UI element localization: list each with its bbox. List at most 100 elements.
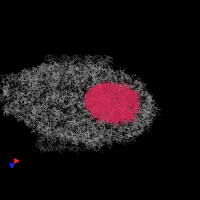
Point	[98, 102, 102, 106]
Point	[92, 105, 95, 108]
Point	[106, 97, 109, 100]
Point	[101, 94, 104, 97]
Point	[101, 106, 104, 109]
Point	[96, 102, 99, 106]
Point	[106, 106, 109, 109]
Point	[102, 107, 106, 111]
Point	[92, 104, 95, 107]
Point	[99, 101, 102, 105]
Point	[94, 104, 97, 107]
Point	[99, 100, 103, 104]
Point	[94, 105, 98, 109]
Point	[101, 95, 104, 98]
Point	[98, 99, 101, 103]
Point	[105, 104, 108, 108]
Point	[95, 109, 98, 112]
Point	[108, 101, 111, 104]
Point	[94, 103, 97, 106]
Point	[91, 105, 94, 108]
Point	[98, 109, 102, 112]
Point	[101, 105, 104, 109]
Point	[99, 108, 102, 111]
Point	[103, 102, 107, 105]
Point	[91, 101, 94, 104]
Point	[104, 99, 107, 102]
Point	[107, 101, 111, 104]
Point	[91, 102, 94, 105]
Point	[104, 99, 107, 102]
Point	[102, 102, 105, 106]
Point	[108, 100, 112, 103]
Point	[95, 87, 98, 91]
Point	[97, 103, 100, 106]
Point	[104, 109, 107, 113]
Point	[101, 105, 104, 108]
Point	[99, 105, 103, 108]
Point	[107, 103, 110, 106]
Point	[91, 103, 94, 106]
Point	[90, 108, 93, 111]
Point	[106, 111, 109, 114]
Point	[90, 105, 93, 108]
Point	[104, 102, 107, 105]
Point	[99, 97, 102, 100]
Point	[102, 105, 105, 108]
Point	[101, 103, 104, 106]
Point	[105, 102, 109, 105]
Point	[99, 93, 102, 96]
Point	[106, 111, 109, 114]
Point	[104, 105, 107, 108]
Point	[93, 103, 96, 106]
Point	[96, 101, 99, 105]
Point	[93, 100, 96, 103]
Point	[92, 105, 95, 108]
Point	[104, 103, 107, 106]
Point	[103, 99, 107, 102]
Point	[103, 105, 106, 108]
Point	[106, 100, 109, 103]
Point	[104, 100, 108, 103]
Point	[100, 103, 103, 107]
Point	[92, 108, 95, 111]
Point	[101, 98, 104, 101]
Point	[101, 98, 104, 102]
Point	[95, 99, 98, 102]
Point	[92, 108, 96, 111]
Point	[107, 99, 110, 102]
Point	[108, 99, 111, 102]
Point	[92, 100, 95, 103]
Point	[95, 103, 98, 106]
Point	[96, 106, 99, 109]
Point	[95, 101, 98, 104]
Point	[98, 101, 101, 105]
Point	[99, 102, 102, 105]
Point	[106, 103, 109, 106]
Point	[91, 102, 94, 106]
Point	[95, 100, 99, 103]
Point	[97, 105, 100, 108]
Point	[98, 105, 101, 109]
Point	[95, 104, 98, 107]
Point	[102, 102, 105, 105]
Point	[98, 109, 101, 112]
Point	[94, 99, 97, 103]
Point	[103, 98, 106, 101]
Point	[108, 107, 111, 110]
Point	[97, 101, 100, 104]
Point	[99, 102, 102, 105]
Point	[95, 107, 98, 111]
Point	[99, 97, 102, 100]
Point	[100, 96, 103, 100]
Point	[107, 104, 110, 107]
Point	[98, 96, 101, 99]
Point	[106, 105, 109, 108]
Point	[101, 102, 104, 105]
Point	[108, 100, 111, 103]
Point	[95, 100, 98, 103]
Point	[104, 98, 107, 101]
Point	[91, 99, 94, 102]
Point	[97, 102, 101, 105]
Point	[104, 107, 107, 110]
Point	[96, 101, 99, 104]
Point	[102, 98, 105, 102]
